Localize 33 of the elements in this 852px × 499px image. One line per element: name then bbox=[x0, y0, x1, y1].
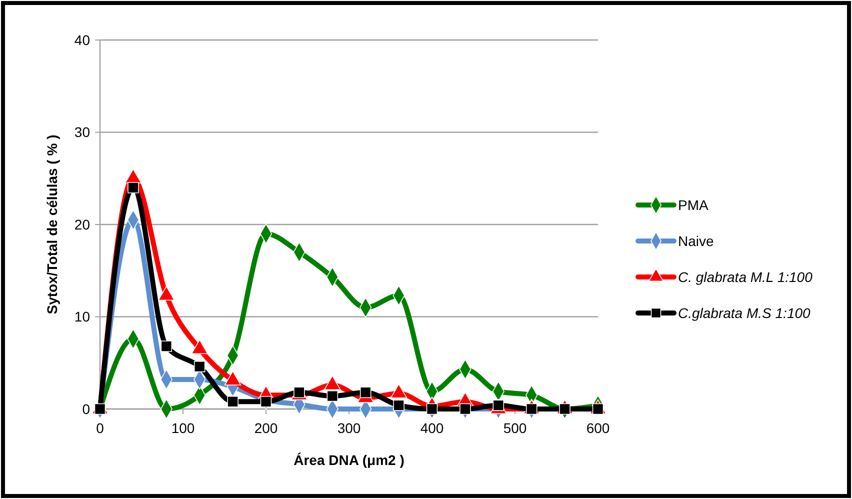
y-tick-label: 30 bbox=[74, 124, 90, 140]
y-tick-label: 10 bbox=[74, 308, 90, 325]
point bbox=[526, 403, 538, 415]
point bbox=[360, 386, 372, 398]
point bbox=[460, 403, 471, 415]
legend-label: C. glabrata M.L 1:100 bbox=[678, 268, 813, 285]
x-tick-label: 300 bbox=[337, 420, 361, 436]
y-tick-label: 20 bbox=[74, 216, 90, 232]
y-tick-label: 0 bbox=[82, 400, 90, 417]
legend-label: PMA bbox=[678, 196, 709, 213]
x-axis-title: Área DNA (μm2 ) bbox=[294, 452, 404, 468]
point bbox=[128, 182, 139, 194]
point bbox=[393, 400, 404, 411]
point bbox=[326, 390, 338, 402]
x-tick-label: 600 bbox=[586, 420, 610, 436]
x-tick-label: 100 bbox=[171, 420, 195, 436]
point bbox=[94, 403, 106, 415]
x-tick-label: 0 bbox=[96, 420, 104, 436]
point bbox=[592, 403, 604, 415]
x-tick-label: 200 bbox=[254, 420, 278, 436]
point bbox=[559, 403, 570, 415]
point bbox=[260, 396, 272, 408]
x-tick-label: 400 bbox=[420, 420, 444, 436]
y-axis-title: Sytox/Total de células ( % ) bbox=[44, 134, 60, 314]
legend-label: C.glabrata M.S 1:100 bbox=[678, 304, 811, 321]
point bbox=[227, 396, 238, 408]
x-tick-label: 500 bbox=[503, 420, 527, 436]
point bbox=[160, 340, 172, 352]
point bbox=[294, 386, 305, 398]
legend-label: Naive bbox=[678, 232, 714, 249]
point bbox=[194, 360, 206, 372]
y-tick-label: 40 bbox=[74, 32, 90, 48]
point bbox=[492, 400, 504, 411]
